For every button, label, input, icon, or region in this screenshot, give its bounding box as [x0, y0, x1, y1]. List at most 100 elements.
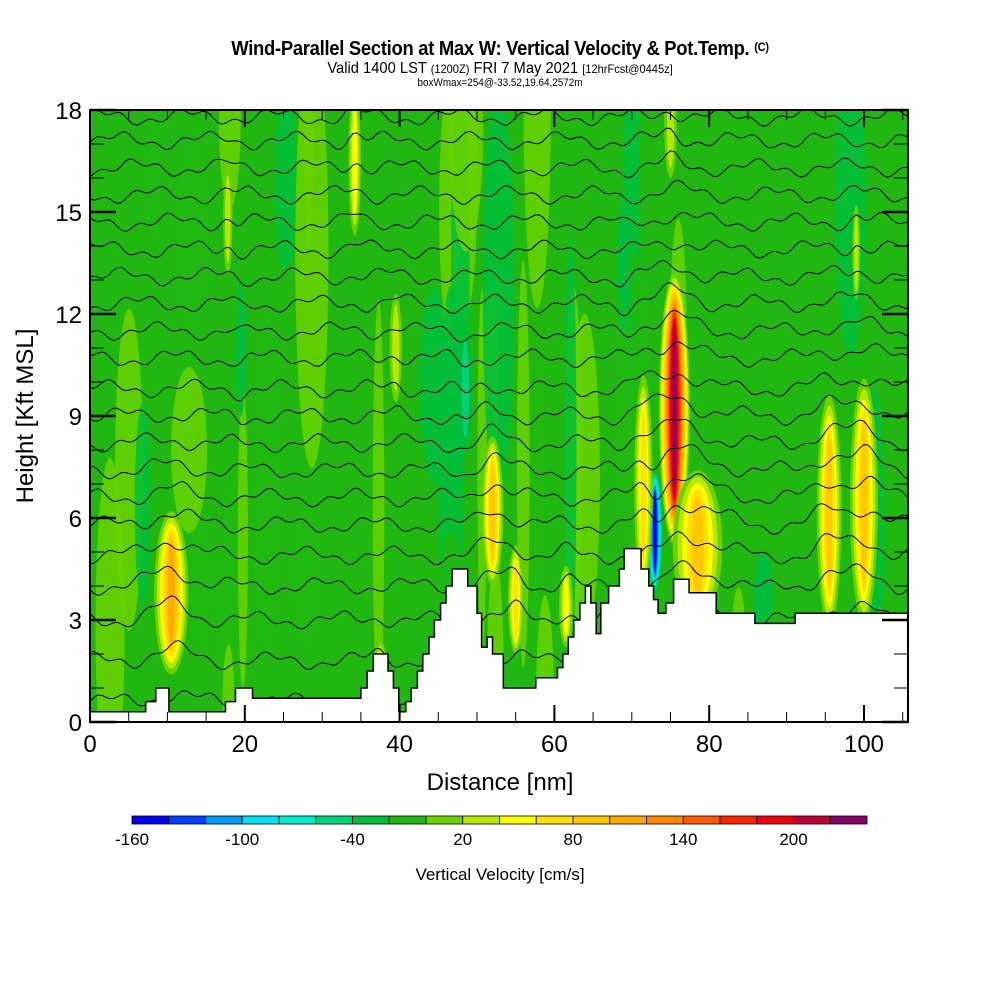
downdraft-cell	[653, 493, 657, 571]
y-tick-label: 18	[55, 98, 82, 125]
x-tick-label: 60	[541, 731, 568, 758]
x-tick-label: 100	[844, 731, 884, 758]
x-tick-label: 40	[386, 731, 413, 758]
x-tick-label: 80	[696, 731, 723, 758]
isentrope-line	[90, 393, 908, 426]
copyright-mark: (C)	[754, 40, 769, 54]
isentrope-line	[90, 179, 908, 205]
colorbar-swatch	[499, 815, 537, 825]
updraft-cell	[667, 110, 674, 169]
texture-streak	[564, 232, 577, 672]
colorbar-swatch	[168, 815, 206, 825]
colorbar-label: 80	[564, 830, 583, 849]
texture-streak	[237, 382, 248, 689]
texture-streak	[190, 518, 213, 652]
updraft-cell	[691, 495, 704, 595]
updraft-cell	[167, 540, 175, 646]
texture-streak	[134, 403, 151, 606]
texture-streak	[291, 503, 322, 651]
colorbar-swatch	[205, 815, 243, 825]
isentrope-line	[90, 341, 908, 369]
isentrope-line	[90, 309, 908, 343]
y-tick-label: 3	[69, 608, 82, 635]
colorbar-swatch	[425, 815, 464, 825]
updraft-cell	[826, 434, 833, 588]
updraft-cell	[860, 420, 868, 582]
colorbar-swatch	[388, 815, 427, 825]
colorbar-swatch	[682, 815, 721, 825]
downdraft-cell	[236, 280, 246, 416]
terrain-outline	[90, 547, 908, 713]
updraft-cell	[672, 327, 677, 491]
isentrope-line	[90, 239, 908, 260]
isentrope-line	[90, 370, 908, 402]
colorbar-swatch	[793, 815, 831, 825]
isentrope-line	[90, 150, 908, 179]
colorbar-swatch	[241, 815, 280, 825]
y-tick-label: 12	[55, 302, 82, 329]
colorbar-swatch	[462, 815, 500, 825]
valid-utc: (1200Z)	[430, 62, 470, 76]
texture-streak	[372, 299, 385, 717]
y-tick-label: 6	[69, 506, 82, 533]
updraft-cell	[352, 110, 358, 216]
texture-streak	[252, 304, 281, 658]
colorbar: -160 -100 -40 20 80 140 200	[115, 815, 868, 849]
colorbar-swatch	[719, 815, 758, 825]
texture-streak	[569, 314, 600, 639]
isentrope-line	[90, 259, 908, 288]
isentrope-line	[90, 473, 908, 508]
colorbar-swatch	[756, 815, 794, 825]
updraft-cell	[392, 304, 400, 392]
texture-streak	[175, 140, 210, 333]
updraft-cell	[563, 576, 569, 637]
terrain-fill	[90, 548, 908, 722]
colorbar-swatch	[131, 815, 170, 825]
colorbar-title: Vertical Velocity [cm/s]	[415, 865, 584, 884]
colorbar-swatch	[278, 815, 317, 825]
valid-time: Valid 1400 LST	[327, 60, 427, 77]
colorbar-swatch	[572, 815, 611, 825]
x-tick-label: 0	[83, 731, 96, 758]
texture-streak	[95, 457, 125, 722]
texture-streak	[295, 110, 329, 469]
isentrope-line	[90, 502, 908, 536]
texture-streak	[304, 110, 314, 249]
forecast-info: [12hrFcst@0445z]	[582, 62, 673, 76]
texture-streak	[274, 110, 297, 273]
texture-streak	[835, 110, 866, 356]
y-tick-label: 15	[55, 200, 82, 227]
y-axis-title: Height [Kft MSL]	[12, 329, 39, 504]
x-tick-label: 20	[231, 731, 258, 758]
potential-temperature-contours	[90, 110, 908, 713]
isentrope-line	[90, 127, 908, 151]
colorbar-label: -160	[115, 830, 149, 849]
box-info: boxWmax=254@-33.52,19.64,2572m	[417, 77, 583, 89]
colorbar-swatch	[609, 815, 647, 825]
colorbar-swatch	[829, 815, 868, 825]
downdraft-cell	[754, 552, 773, 634]
colorbar-label: 140	[669, 830, 697, 849]
colorbar-label: 200	[779, 830, 807, 849]
colorbar-label: -100	[225, 830, 259, 849]
colorbar-swatch	[352, 815, 390, 825]
chart-subtitle: Valid 1400 LST (1200Z) FRI 7 May 2021 [1…	[40, 60, 960, 78]
colorbar-swatch	[535, 815, 574, 825]
texture-streak	[147, 120, 160, 246]
axes: 0 20 40 60 80 100 0 3 6 9 12 15 18	[55, 98, 909, 758]
terrain	[90, 547, 908, 722]
isentrope-line	[90, 560, 908, 596]
texture-streak	[482, 110, 514, 499]
title-text: Wind-Parallel Section at Max W: Vertical…	[231, 38, 750, 60]
colorbar-swatch	[315, 815, 353, 825]
downdraft-cell	[461, 339, 469, 439]
updraft-cell	[225, 175, 231, 263]
chart-title: Wind-Parallel Section at Max W: Vertical…	[40, 38, 960, 61]
texture-streak	[523, 110, 551, 309]
isentrope-line	[90, 595, 908, 630]
y-tick-label: 9	[69, 404, 82, 431]
updraft-cell	[489, 461, 496, 561]
isentrope-line	[90, 443, 908, 480]
valid-date: FRI 7 May 2021	[473, 60, 579, 77]
